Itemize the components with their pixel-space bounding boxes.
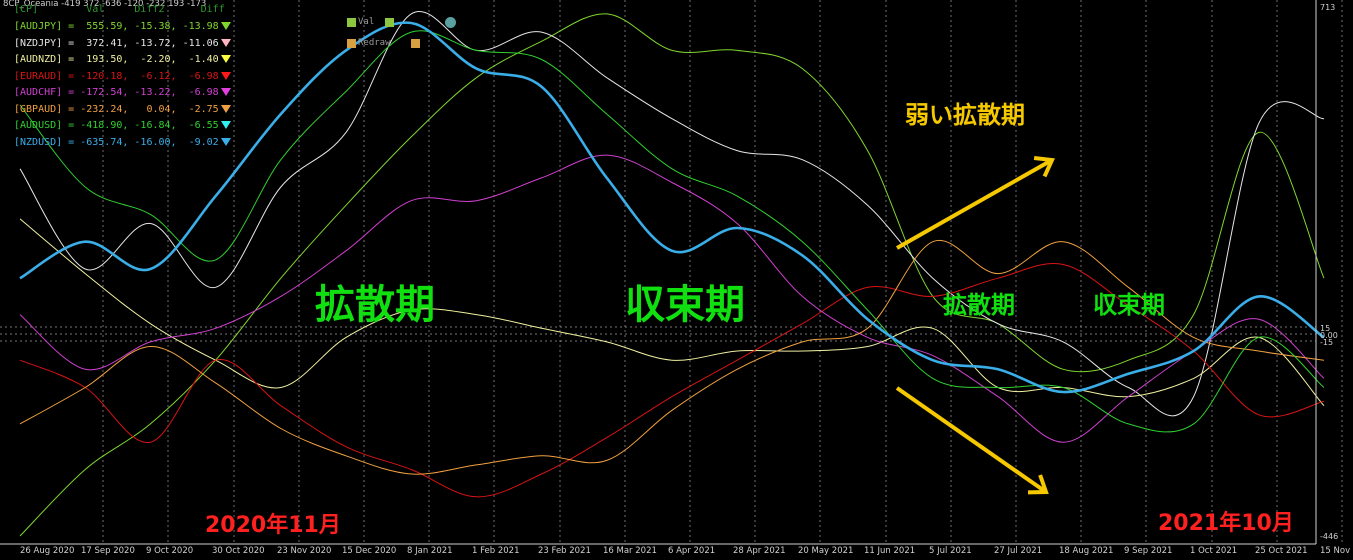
legend-row-audnzd: [AUDNZD] = 193.50, -2.20, -1.40 xyxy=(14,52,231,69)
x-tick-label: 9 Oct 2020 xyxy=(146,546,194,556)
down-arrow-icon xyxy=(220,38,231,47)
x-tick-label: 25 Oct 2021 xyxy=(1255,546,1308,556)
grid-lines xyxy=(0,0,1343,544)
legend-row-gbpaud: [GBPAUD] = -232.24, 0.04, -2.75 xyxy=(14,102,231,119)
x-tick-label: 9 Sep 2021 xyxy=(1124,546,1173,556)
x-tick-label: 15 Nov 2021 xyxy=(1320,546,1353,556)
x-tick-label: 26 Aug 2020 xyxy=(20,546,75,556)
x-tick-label: 18 Aug 2021 xyxy=(1059,546,1114,556)
annotation-end-date: 2021年10月 xyxy=(1158,511,1294,536)
series-line-audchf xyxy=(19,154,1325,443)
legend-row-audjpy: [AUDJPY] = 555.59, -15.38, -13.98 xyxy=(14,19,231,36)
x-tick-label: 23 Feb 2021 xyxy=(538,546,591,556)
legend-row-text: [AUDUSD] = -418.90, -16.84, -6.55 xyxy=(14,120,219,131)
legend-row-nzdjpy: [NZDJPY] = 372.41, -13.72, -11.06 xyxy=(14,36,231,53)
y-tick-label: 713 xyxy=(1320,3,1336,12)
series-line-euraud xyxy=(19,263,1325,498)
series-line-audnzd xyxy=(19,218,1325,407)
down-arrow-icon xyxy=(220,137,231,146)
y-tick-label: 0.00 xyxy=(1320,331,1338,340)
val-button-label[interactable]: Val xyxy=(358,17,375,27)
down-arrow-icon xyxy=(220,71,231,80)
legend-row-text: [GBPAUD] = -232.24, 0.04, -2.75 xyxy=(14,103,219,115)
val-toggle-button-2[interactable] xyxy=(385,18,394,27)
legend-row-text: [AUDJPY] = 555.59, -15.38, -13.98 xyxy=(14,21,219,32)
legend-row-euraud: [EURAUD] = -120.18, -6.12, -6.98 xyxy=(14,69,231,86)
x-tick-label: 6 Apr 2021 xyxy=(668,546,716,556)
redraw-button-label[interactable]: Redraw xyxy=(358,38,391,48)
y-tick-label: 15 xyxy=(1320,324,1331,333)
legend-row-audchf: [AUDCHF] = -172.54, -13.22, -6.98 xyxy=(14,85,231,102)
x-tick-label: 17 Sep 2020 xyxy=(81,546,135,556)
legend-header: [CP] Val Diff2 Diff xyxy=(14,4,225,15)
down-arrow-icon xyxy=(220,121,231,129)
x-tick-label: 28 Apr 2021 xyxy=(733,546,786,556)
y-tick-label: -446 xyxy=(1320,532,1339,541)
series-line-audjpy xyxy=(19,13,1325,537)
x-tick-label: 8 Jan 2021 xyxy=(407,546,453,556)
indicator-title: 8CP_Oceania -419 372 -636 -120 -232 193 … xyxy=(3,0,207,9)
arrow-down-head xyxy=(1027,474,1049,495)
x-tick-label: 1 Feb 2021 xyxy=(472,546,520,556)
arrow-up-head xyxy=(1033,156,1055,178)
series-line-gbpaud xyxy=(19,239,1325,475)
x-tick-label: 5 Jul 2021 xyxy=(929,546,972,556)
y-tick-label: -15 xyxy=(1320,338,1334,347)
legend-row-text: [NZDJPY] = 372.41, -13.72, -11.06 xyxy=(14,37,219,49)
series-lines xyxy=(19,11,1325,537)
annotation-converge-2: 収束期 xyxy=(1093,291,1165,319)
x-tick-label: 16 Mar 2021 xyxy=(603,546,657,556)
series-line-nzdusd xyxy=(19,21,1325,394)
arrow-up xyxy=(896,158,1053,250)
x-tick-label: 1 Oct 2021 xyxy=(1190,546,1238,556)
down-arrow-icon xyxy=(220,22,231,30)
x-tick-label: 30 Oct 2020 xyxy=(212,546,265,556)
legend-row-nzdusd: [NZDUSD] = -635.74, -16.00, -9.02 xyxy=(14,135,231,152)
annotation-start-date: 2020年11月 xyxy=(205,513,341,538)
legend-row-text: [NZDUSD] = -635.74, -16.00, -9.02 xyxy=(14,136,219,148)
x-tick-label: 11 Jun 2021 xyxy=(864,546,916,556)
arrow-down xyxy=(895,386,1048,494)
annotation-arrows xyxy=(895,156,1055,495)
x-tick-label: 20 May 2021 xyxy=(798,546,854,556)
annotation-weak-diverge: 弱い拡散期 xyxy=(905,101,1025,129)
legend-row-text: [EURAUD] = -120.18, -6.12, -6.98 xyxy=(14,70,219,82)
status-dot-icon[interactable] xyxy=(445,17,456,28)
x-tick-label: 27 Jul 2021 xyxy=(994,546,1043,556)
down-arrow-icon xyxy=(220,88,231,96)
x-tick-label: 23 Nov 2020 xyxy=(277,546,332,556)
legend-row-audusd: [AUDUSD] = -418.90, -16.84, -6.55 xyxy=(14,118,231,135)
series-line-audusd xyxy=(19,30,1325,433)
annotation-diverge-2: 拡散期 xyxy=(943,291,1015,319)
redraw-toggle-button-2[interactable] xyxy=(411,39,420,48)
redraw-toggle-button[interactable] xyxy=(347,39,356,48)
legend-row-text: [AUDCHF] = -172.54, -13.22, -6.98 xyxy=(14,87,219,98)
legend-row-text: [AUDNZD] = 193.50, -2.20, -1.40 xyxy=(14,54,219,65)
x-tick-label: 15 Dec 2020 xyxy=(342,546,397,556)
legend: [AUDJPY] = 555.59, -15.38, -13.98 [NZDJPY… xyxy=(14,19,231,151)
down-arrow-icon xyxy=(220,55,231,63)
down-arrow-icon xyxy=(220,104,231,113)
annotation-converge-1: 収束期 xyxy=(625,282,745,328)
annotation-diverge-1: 拡散期 xyxy=(315,282,435,328)
val-toggle-button[interactable] xyxy=(347,18,356,27)
series-line-nzdjpy xyxy=(19,11,1325,417)
